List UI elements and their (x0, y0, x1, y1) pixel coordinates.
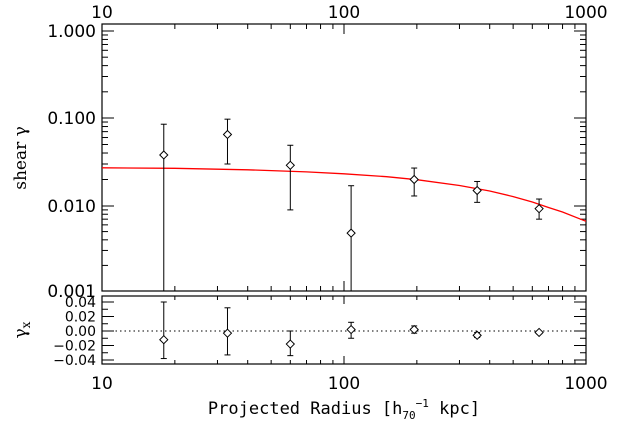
cross-data-point (159, 334, 169, 345)
cross-plot-frame (101, 295, 587, 365)
cross-data-point (222, 328, 233, 338)
shear-y-tick-label: 1.000 (47, 22, 96, 42)
cross-data-point (409, 324, 419, 335)
cross-y-tick-label: 0.00 (65, 324, 96, 340)
x-axis-label-sub: 70 (402, 409, 415, 422)
shear-data-point (534, 203, 544, 214)
x-axis-label-main: Projected Radius [h (208, 399, 402, 419)
y-axis-label-cross: γx (11, 321, 33, 338)
shear-data-point (285, 160, 296, 171)
shear-y-tick-label: 0.001 (47, 282, 96, 302)
x-axis-label: Projected Radius [h70−1 kpc] (208, 397, 480, 422)
x-top-tick-label: 10 (91, 3, 113, 23)
shear-data-point (222, 129, 233, 140)
shear-y-tick-label: 0.010 (47, 197, 96, 217)
x-axis-label-sup: −1 (416, 397, 429, 410)
y-axis-label-cross-main: γ (11, 328, 31, 338)
x-bottom-tick-label: 1000 (564, 374, 607, 394)
x-axis-label-tail: kpc] (429, 399, 480, 419)
shear-data-point (472, 185, 482, 196)
cross-y-tick-label: −0.04 (53, 353, 96, 369)
shear-data-point (346, 228, 356, 238)
cross-y-tick-label: 0.02 (65, 310, 96, 326)
shear-data-point (159, 150, 169, 160)
cross-y-tick-label: −0.02 (53, 339, 96, 355)
x-bottom-tick-label: 100 (328, 374, 360, 394)
x-bottom-tick-label: 10 (91, 374, 113, 394)
cross-shear-panel: 10 100 1000 0.040.020.00−0.02−0.04 (53, 295, 608, 394)
cross-data-point (472, 330, 482, 341)
cross-y-tick-label: 0.04 (65, 295, 96, 311)
y-axis-label-cross-sub: x (19, 321, 33, 328)
cross-data-point (346, 324, 356, 335)
model-fit-curve (101, 167, 587, 222)
shear-panel: 10 100 1000 1.000 0.100 0.010 0.001 (47, 3, 607, 302)
x-top-tick-label: 100 (328, 3, 360, 23)
shear-plot-frame (101, 23, 587, 292)
x-top-tick-label: 1000 (564, 3, 607, 23)
cross-data-point (285, 339, 296, 349)
y-axis-label-shear: shear γ (11, 126, 31, 190)
shear-data-point (409, 174, 419, 185)
shear-y-tick-label: 0.100 (47, 109, 96, 129)
cross-data-point (534, 327, 544, 338)
